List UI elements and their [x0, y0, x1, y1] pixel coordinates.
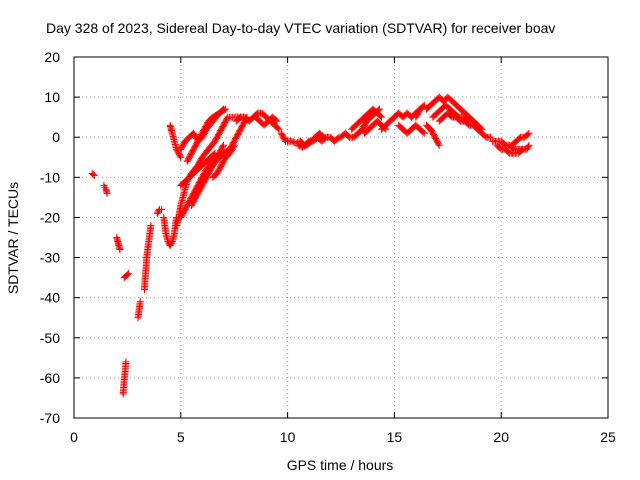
data-point — [103, 189, 111, 197]
data-point — [273, 117, 281, 125]
data-point — [89, 171, 97, 179]
data-point — [517, 146, 525, 154]
data-point — [116, 246, 124, 254]
data-point — [136, 298, 144, 306]
y-tick-label: 20 — [44, 49, 60, 65]
data-point — [168, 239, 176, 247]
data-point — [334, 134, 342, 142]
data-point — [300, 143, 308, 151]
x-tick-label: 5 — [177, 429, 185, 445]
data-point — [220, 105, 228, 113]
plot-frame — [73, 56, 609, 419]
data-point — [218, 106, 226, 114]
data-point — [435, 141, 443, 149]
data-point — [123, 271, 131, 279]
data-point — [524, 143, 532, 151]
data-point — [375, 105, 383, 113]
data-point — [299, 143, 307, 151]
y-tick-labels: -70 -60 -50 -40 -30 -20 -10 0 10 20 — [40, 49, 60, 426]
data-point — [220, 141, 228, 149]
y-tick-label: -50 — [40, 330, 60, 346]
x-tick-labels: 0 5 10 15 20 25 — [70, 429, 616, 445]
data-point — [147, 221, 155, 229]
data-point — [210, 150, 218, 158]
x-tick-label: 15 — [387, 429, 403, 445]
data-point — [288, 137, 296, 145]
data-point — [487, 133, 495, 141]
y-tick-label: -60 — [40, 370, 60, 386]
data-point — [281, 136, 289, 144]
data-point — [519, 145, 527, 153]
data-point — [274, 124, 282, 132]
data-point — [525, 141, 533, 149]
data-point — [124, 270, 132, 278]
data-point — [90, 171, 98, 179]
data-point — [155, 207, 163, 215]
data-point — [525, 129, 533, 137]
x-tick-label: 20 — [493, 429, 509, 445]
data-point — [229, 143, 237, 151]
y-tick-label: -10 — [40, 169, 60, 185]
data-point — [419, 128, 427, 136]
data-point — [177, 153, 185, 161]
data-point — [272, 116, 280, 124]
y-tick-label: -70 — [40, 410, 60, 426]
data-point — [230, 141, 238, 149]
data-point — [377, 112, 385, 120]
data-point — [158, 205, 166, 213]
y-tick-label: -40 — [40, 290, 60, 306]
data-points — [88, 93, 533, 398]
data-point — [420, 129, 428, 137]
y-tick-label: -30 — [40, 250, 60, 266]
data-point — [219, 143, 227, 151]
data-point — [378, 113, 386, 121]
y-axis-title: SDTVAR / TECUs — [5, 182, 21, 294]
x-tick-label: 10 — [280, 429, 296, 445]
x-tick-label: 25 — [600, 429, 616, 445]
x-tick-label: 0 — [70, 429, 78, 445]
data-point — [435, 140, 443, 148]
data-point — [524, 130, 532, 138]
data-point — [419, 102, 427, 110]
data-point — [122, 358, 130, 366]
axis-ticks — [73, 56, 609, 419]
data-point — [275, 125, 283, 133]
data-point — [319, 132, 327, 140]
x-axis-title: GPS time / hours — [287, 457, 394, 473]
y-tick-label: -20 — [40, 209, 60, 225]
data-point — [294, 141, 302, 149]
y-tick-label: 0 — [52, 129, 60, 145]
data-point — [176, 152, 184, 160]
chart-title: Day 328 of 2023, Sidereal Day-to-day VTE… — [46, 20, 555, 36]
y-tick-label: 10 — [44, 89, 60, 105]
grid-lines — [74, 57, 608, 418]
data-point — [420, 101, 428, 109]
data-point — [211, 149, 219, 157]
data-point — [320, 133, 328, 141]
